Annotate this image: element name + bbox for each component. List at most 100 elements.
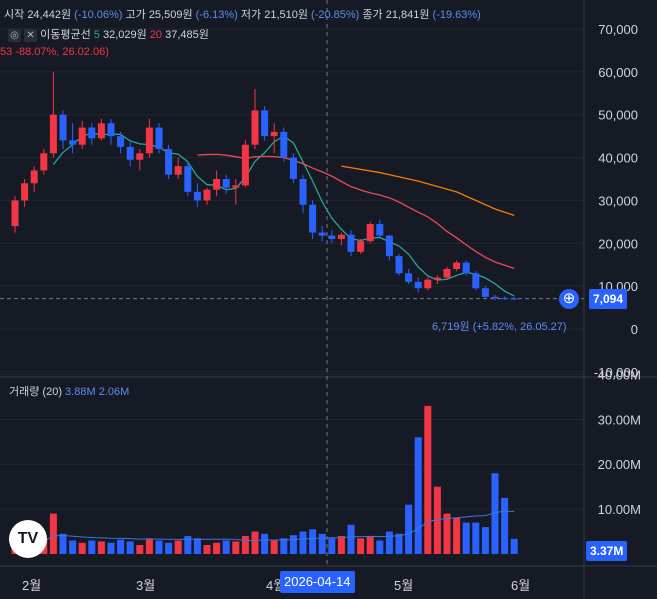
volume-bar [78, 542, 86, 554]
candle-body [376, 223, 384, 236]
price-tick-label: 0 [631, 322, 638, 337]
crosshair-date-tag: 2026-04-14 [280, 571, 355, 593]
volume-bar [453, 518, 461, 554]
ma20-line [197, 153, 515, 270]
volume-ma-line [14, 510, 515, 544]
volume-bar [280, 538, 288, 554]
price-tick-label: 20,000 [598, 236, 638, 251]
candle-body [59, 114, 67, 141]
ma60-line [341, 165, 515, 217]
volume-bar [270, 540, 278, 554]
volume-tick-label: 40.00M [598, 367, 641, 382]
candle-body [49, 114, 57, 154]
volume-bars [11, 405, 518, 554]
open-label: 시작 [4, 9, 25, 21]
open-pct: (-10.06%) [74, 9, 123, 21]
time-tick-label: 6월 [511, 578, 531, 593]
candle-body [97, 123, 105, 139]
candle-body [280, 131, 288, 158]
volume-bar [251, 531, 259, 554]
candle-body [165, 148, 173, 175]
volume-bar [309, 529, 317, 554]
volume-bar [472, 522, 480, 554]
volume-bar [165, 542, 173, 554]
close-value: 21,841원 [385, 9, 430, 21]
candle-body [126, 146, 134, 160]
candle-body [193, 191, 201, 201]
volume-bar [232, 541, 240, 554]
candle-body [107, 123, 115, 137]
volume-bar [385, 531, 393, 554]
time-tick-label: 3월 [136, 578, 156, 593]
volume-bar [337, 536, 345, 554]
candle-body [21, 183, 29, 201]
candle-body [232, 185, 240, 188]
candle-body [453, 262, 461, 269]
ma20-period: 20 [149, 29, 163, 41]
price-tick-label: 40,000 [598, 151, 638, 166]
volume-bar [241, 536, 249, 554]
candle-body [347, 234, 355, 252]
volume-bar [318, 533, 326, 554]
high-label: 고가 [125, 9, 146, 21]
candle-body [184, 166, 192, 192]
ma20-value: 37,485원 [165, 29, 209, 41]
add-alert-button[interactable]: ⊕ [559, 289, 579, 309]
ma5-period: 5 [93, 29, 100, 41]
candle-body [472, 273, 480, 289]
volume-bar [261, 533, 269, 554]
tradingview-logo-icon[interactable]: TV [9, 520, 47, 558]
high-marker-label: 53 -88.07%, 26.02.06) [0, 46, 109, 58]
candle-body [395, 256, 403, 274]
volume-bar [107, 542, 115, 554]
close-icon[interactable]: ✕ [24, 28, 38, 42]
candle-body [357, 241, 365, 252]
volume-bar [328, 538, 336, 554]
candle-body [241, 144, 249, 186]
high-value: 25,509원 [148, 9, 193, 21]
volume-bar [213, 542, 221, 554]
candle-body [299, 178, 307, 205]
price-tick-label: 50,000 [598, 108, 638, 123]
candlesticks [11, 71, 518, 301]
volume-bar [443, 513, 451, 554]
ma5-value: 32,029원 [102, 29, 147, 41]
candle-body [501, 298, 509, 300]
volume-bar [222, 540, 230, 554]
low-marker-label: 6,719원 (+5.82%, 26.05.27) [432, 321, 567, 333]
eye-toggle-icon[interactable]: ◎ [8, 28, 21, 42]
current-price-tag: 7,094 [589, 289, 628, 309]
time-tick-label: 5월 [394, 578, 414, 593]
current-volume-tag: 3.37M [586, 541, 628, 561]
candle-body [270, 131, 278, 137]
volume-tick-label: 20.00M [598, 457, 641, 472]
candle-body [174, 166, 182, 175]
volume-bar [88, 540, 96, 554]
price-axis: 70,00060,00050,00040,00030,00020,00010,0… [594, 22, 641, 517]
candle-body [203, 189, 211, 201]
volume-bar [126, 541, 134, 554]
volume-bar [510, 538, 518, 554]
volume-bar [49, 513, 57, 554]
candle-body [289, 157, 297, 179]
candle-body [424, 279, 432, 289]
candle-body [337, 234, 345, 239]
candle-body [117, 136, 125, 147]
candle-body [30, 170, 38, 184]
volume-bar [155, 540, 163, 554]
volume-bar [501, 497, 509, 554]
volume-value-1: 3.88M [65, 386, 96, 398]
candle-body [366, 223, 374, 242]
volume-bar [97, 541, 105, 554]
candle-body [40, 153, 48, 171]
volume-tick-label: 30.00M [598, 412, 641, 427]
time-tick-label: 2월 [22, 578, 42, 593]
volume-legend-label: 거래량 (20) [9, 386, 62, 398]
volume-bar [69, 540, 77, 554]
volume-bar [59, 533, 67, 554]
candle-body [69, 140, 77, 145]
volume-bar [184, 536, 192, 554]
volume-bar [117, 539, 125, 554]
volume-bar [376, 540, 384, 554]
